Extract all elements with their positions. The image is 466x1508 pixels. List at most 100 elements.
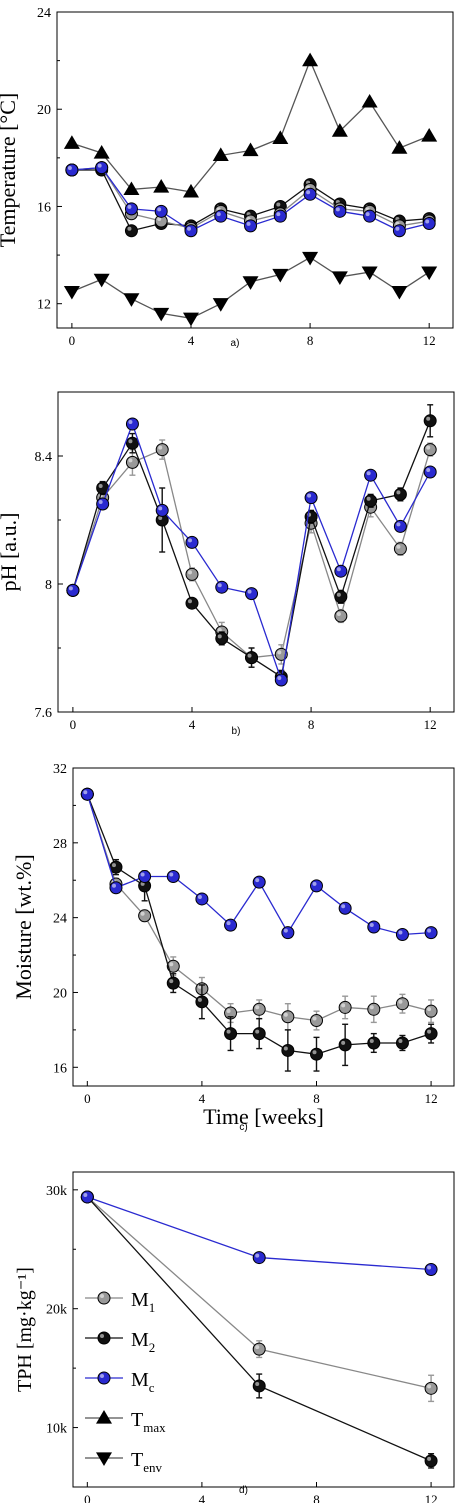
- x-tick-label: 8: [307, 333, 314, 348]
- data-point: [333, 204, 347, 218]
- legend-label-sub: env: [143, 1460, 162, 1475]
- data-point: [215, 580, 229, 594]
- panel-caption: d): [239, 1485, 248, 1496]
- data-point: [422, 216, 436, 230]
- data-point: [215, 631, 229, 645]
- data-point-highlight: [217, 583, 222, 588]
- data-point: [123, 181, 140, 196]
- x-tick-label: 0: [70, 717, 77, 732]
- data-point-highlight: [217, 634, 222, 639]
- data-point: [334, 564, 348, 578]
- series-M_c: [80, 1190, 438, 1276]
- data-point-highlight: [247, 653, 252, 658]
- chart-panel-c: 0 4 8 12 16 20 24 28 32 Moisture [wt.%] Time [week…: [11, 762, 455, 1133]
- data-point: [93, 273, 110, 288]
- data-point: [281, 926, 295, 940]
- data-point-highlight: [197, 997, 202, 1002]
- data-point-highlight: [128, 458, 133, 463]
- data-point-highlight: [68, 586, 73, 591]
- data-point-highlight: [247, 589, 252, 594]
- data-point-highlight: [158, 445, 163, 450]
- data-point-highlight: [427, 928, 432, 933]
- data-point-highlight: [425, 219, 430, 224]
- data-point-highlight: [186, 226, 191, 231]
- data-point: [95, 161, 109, 175]
- x-tick-label: 4: [199, 1492, 206, 1503]
- legend-label-sub: 1: [149, 1300, 156, 1315]
- data-point-highlight: [427, 1384, 432, 1389]
- data-point-highlight: [276, 212, 281, 217]
- data-point: [65, 163, 79, 177]
- data-point: [155, 503, 169, 517]
- y-tick-label: 10k: [46, 1422, 67, 1437]
- data-point-highlight: [335, 207, 340, 212]
- data-point-highlight: [426, 468, 431, 472]
- data-point-highlight: [169, 979, 174, 984]
- data-point: [182, 183, 199, 198]
- data-point: [80, 1190, 94, 1204]
- data-point: [424, 1381, 438, 1395]
- plot-frame: [72, 1171, 455, 1488]
- data-point: [392, 224, 406, 238]
- x-tick-label: 4: [188, 333, 195, 348]
- data-point-highlight: [140, 872, 145, 877]
- legend-label: M2: [131, 1329, 155, 1355]
- data-point-highlight: [427, 1007, 432, 1012]
- data-point: [361, 266, 378, 281]
- data-point: [423, 443, 437, 457]
- data-point-highlight: [369, 923, 374, 927]
- data-point: [274, 673, 288, 687]
- panel-caption: a): [231, 338, 240, 349]
- data-point-highlight: [283, 1012, 288, 1017]
- legend-label: Tenv: [131, 1449, 162, 1475]
- data-point-highlight: [427, 1265, 432, 1270]
- data-point-highlight: [216, 212, 221, 217]
- data-point-highlight: [226, 1009, 231, 1014]
- data-point-highlight: [255, 1029, 260, 1034]
- data-point-highlight: [197, 984, 202, 989]
- series-M_1: [80, 787, 438, 1031]
- y-tick-label: 12: [37, 298, 51, 313]
- data-point-highlight: [277, 676, 282, 680]
- series-M_2: [66, 404, 437, 684]
- data-point-highlight: [312, 1016, 317, 1021]
- plot-frame: [56, 11, 454, 329]
- x-axis-label: Time [weeks]: [203, 1104, 324, 1129]
- data-point: [242, 142, 259, 157]
- data-point-highlight: [140, 911, 145, 916]
- data-point: [252, 1342, 266, 1356]
- legend-label-base: M: [131, 1369, 149, 1391]
- series-T_env: [63, 251, 438, 327]
- y-axis-label: TPH [mg·kg⁻¹]: [14, 1267, 36, 1392]
- legend-label-base: T: [131, 1409, 143, 1431]
- legend-marker: [96, 1452, 112, 1466]
- data-point-highlight: [187, 538, 192, 543]
- data-point-highlight: [98, 500, 103, 504]
- legend-label-sub: max: [143, 1420, 166, 1435]
- data-point: [395, 1036, 409, 1050]
- data-point-highlight: [111, 863, 116, 868]
- data-point: [424, 1027, 438, 1041]
- data-point-highlight: [426, 445, 431, 450]
- data-point-highlight: [169, 872, 174, 877]
- data-point: [334, 590, 348, 604]
- y-tick-label: 24: [37, 6, 51, 21]
- panel-caption: c): [239, 1122, 247, 1133]
- data-point: [185, 535, 199, 549]
- x-tick-label: 12: [424, 717, 437, 732]
- data-point: [252, 875, 266, 889]
- data-point: [309, 1047, 323, 1061]
- plot-frame: [72, 767, 455, 1087]
- data-point-highlight: [226, 1029, 231, 1034]
- series-line: [72, 420, 431, 678]
- data-point-highlight: [197, 894, 202, 899]
- data-point: [309, 879, 323, 893]
- data-point: [63, 135, 80, 149]
- data-point: [252, 1002, 266, 1016]
- data-point: [214, 209, 228, 223]
- data-point-highlight: [157, 217, 162, 222]
- data-point: [195, 995, 209, 1009]
- data-point: [421, 266, 438, 281]
- y-tick-label: 8.4: [35, 450, 53, 465]
